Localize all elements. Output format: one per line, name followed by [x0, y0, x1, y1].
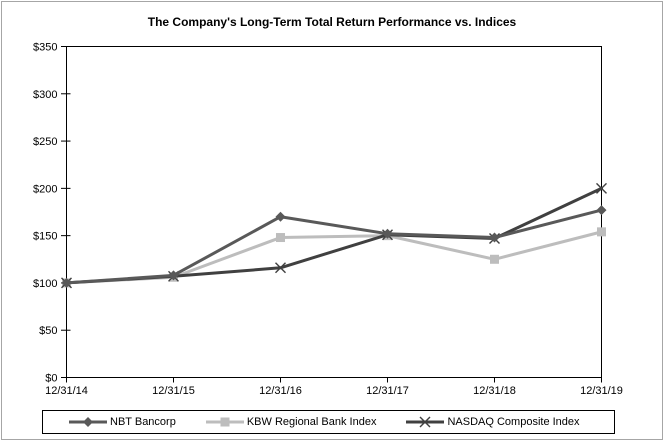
- legend-label-kbw-regional-bank-index: KBW Regional Bank Index: [246, 416, 377, 428]
- series-line-nbt-bancorp: [65, 208, 603, 285]
- series-line-kbw-regional-bank-index: [65, 230, 603, 285]
- series-marker-nbt-bancorp: [489, 232, 500, 243]
- legend-item-kbw-regional-bank-index: KBW Regional Bank Index: [205, 416, 377, 428]
- chart-title: The Company's Long-Term Total Return Per…: [147, 15, 517, 29]
- y-tick-label: $300: [33, 89, 57, 101]
- series-marker-nbt-bancorp: [168, 270, 179, 281]
- series-marker-nbt-bancorp: [61, 277, 72, 288]
- y-tick-label: $200: [33, 183, 57, 195]
- y-tick-label: $250: [33, 136, 57, 148]
- legend-item-nasdaq-composite-index: NASDAQ Composite Index: [406, 416, 580, 428]
- series-marker-kbw-regional-bank-index: [276, 233, 285, 243]
- series-marker-nasdaq-composite-index: [596, 182, 607, 194]
- plot-border: [66, 46, 602, 378]
- chart-legend: NBT Bancorp KBW Regional Bank Index NASDAQ…: [42, 410, 615, 434]
- x-tick-label: 12/31/17: [366, 385, 409, 397]
- y-tick-label: $150: [33, 231, 57, 243]
- x-tick-label: 12/31/16: [259, 385, 302, 397]
- y-tick-label: $0: [45, 373, 57, 385]
- series-marker-nbt-bancorp: [596, 205, 607, 216]
- series-marker-nbt-bancorp: [382, 228, 393, 239]
- legend-label-nbt-bancorp: NBT Bancorp: [110, 416, 176, 428]
- y-tick-label: $350: [33, 42, 57, 54]
- series-marker-nasdaq-composite-index: [275, 262, 286, 274]
- y-tick-label: $100: [33, 278, 57, 290]
- x-tick-label: 12/31/18: [473, 385, 516, 397]
- y-tick-label: $50: [39, 325, 57, 337]
- series-marker-kbw-regional-bank-index: [490, 254, 499, 264]
- series-marker-kbw-regional-bank-index: [597, 227, 606, 237]
- legend-x-marker-icon: [406, 416, 445, 428]
- x-tick-label: 12/31/14: [45, 385, 88, 397]
- x-tick-label: 12/31/19: [580, 385, 623, 397]
- legend-diamond-marker-icon: [69, 417, 107, 427]
- x-tick-label: 12/31/15: [152, 385, 195, 397]
- legend-item-nbt-bancorp: NBT Bancorp: [69, 416, 176, 428]
- series-marker-nbt-bancorp: [275, 211, 286, 222]
- legend-square-marker-icon: [205, 417, 244, 427]
- legend-label-nasdaq-composite-index: NASDAQ Composite Index: [447, 416, 580, 428]
